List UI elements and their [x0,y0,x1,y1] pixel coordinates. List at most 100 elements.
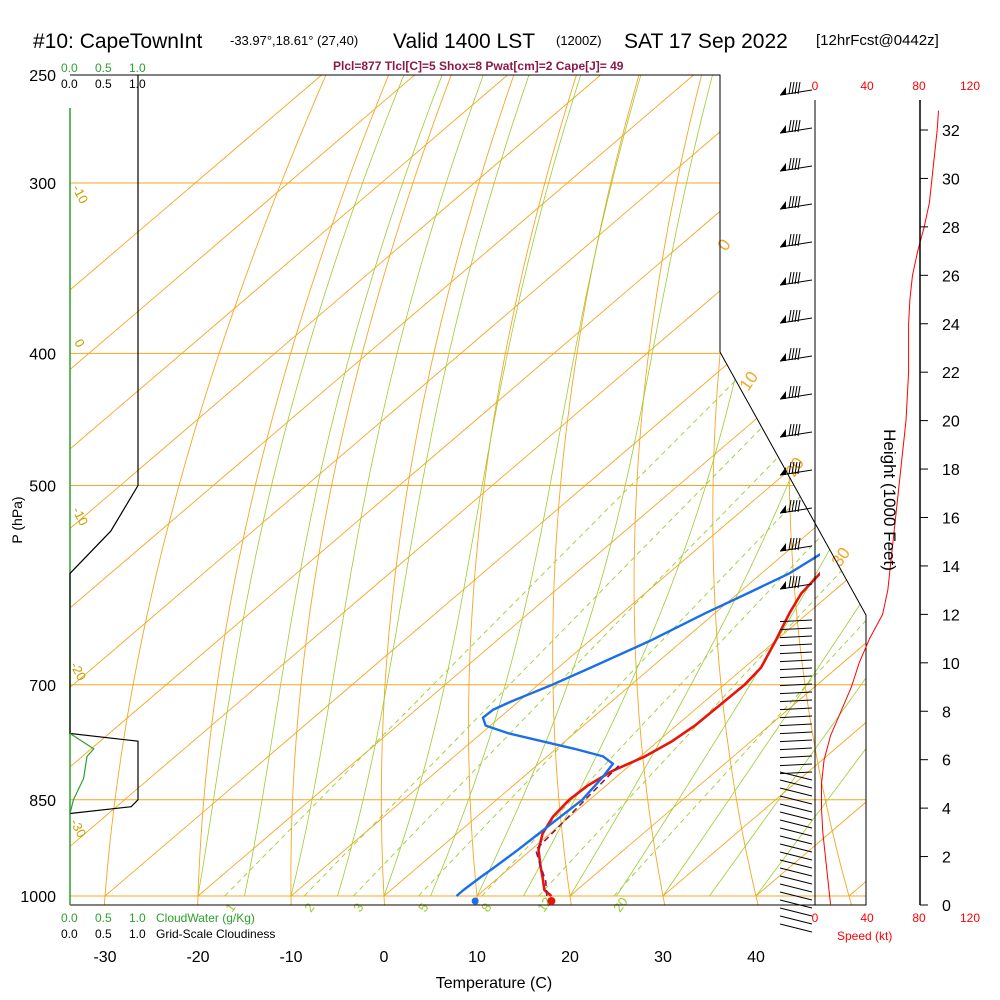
wind-barb-feather [791,461,795,475]
dewpoint-line [455,553,820,897]
wind-barb-feather [794,271,798,285]
pressure-tick-label: 850 [29,793,56,810]
speed-top-0: 0 [812,79,819,93]
wind-barb-feather [788,309,792,323]
cloud-water-scale-1: 0.5 [95,61,112,75]
height-tick-label: 16 [942,511,960,528]
bottom-cloudiness-scale-1: 0.5 [95,927,112,941]
wind-barb-feather [794,423,798,437]
dry-adiabat-line [290,75,461,905]
moist-adiabat-line [662,75,866,897]
speed-top-120: 120 [960,79,980,93]
height-tick-label: 26 [942,268,960,285]
height-tick-label: 22 [942,365,960,382]
wind-speed-profile [821,110,939,906]
wind-barb-shaft [779,827,813,837]
wind-barb-shaft [779,883,813,893]
temperature-tick-label: -20 [186,949,209,966]
wind-barb-flag [780,87,786,95]
wind-barb-flag [780,467,786,475]
grid-label: 2 [301,900,317,915]
wind-barb-shaft [779,851,813,861]
wind-barb-feather [797,385,801,399]
isotherm-line [848,75,866,897]
pressure-tick-label: 700 [29,678,56,695]
wind-barb-feather [788,347,792,361]
wind-barb-shaft [779,803,813,813]
grid-label: -10 [69,182,91,206]
isotherm-line [70,75,415,897]
dry-adiabat-line [712,75,771,905]
pressure-tick-label: 400 [29,346,56,363]
cloudiness-scale-2: 1.0 [129,77,146,91]
wind-barb-feather [788,157,792,171]
height-tick-label: 0 [942,898,951,915]
height-tick-label: 32 [942,123,960,140]
temperature-tick-label: 20 [561,949,579,966]
station-title: #10: CapeTownInt [33,30,202,53]
forecast-date: SAT 17 Sep 2022 [624,30,788,53]
dry-adiabat-line [862,75,866,905]
temperature-tick-label: 0 [380,949,389,966]
wind-barb-flag [780,315,786,323]
bottom-cloud-water-scale-0: 0.0 [61,911,78,925]
wind-barbs [779,81,813,933]
wind-barb-shaft [779,875,813,885]
speed-scale-top: 0 40 80 120 [812,79,981,93]
height-tick-label: 18 [942,462,960,479]
wind-barb-shaft [779,627,813,631]
wind-barb-flag [780,543,786,551]
wind-barb-flag [780,163,786,171]
surface-temperature-dot [547,897,556,905]
wind-barb-feather [791,81,795,95]
wind-barb-feather [788,575,792,589]
wind-barb-shaft [779,731,813,735]
grid-label: 8 [478,900,494,915]
grid-label: 20 [782,454,808,480]
wind-barb-feather [788,81,792,95]
wind-barb-shaft [779,859,813,869]
pressure-ticks: 250 300 400 500 700 850 1000 [20,68,56,906]
mixing-ratio-line [418,352,866,897]
wind-barb-feather [794,119,798,133]
wind-barb-shaft [779,683,813,687]
parcel-line [534,763,622,897]
moist-adiabat-line [337,75,530,897]
wind-barb-shaft [779,675,813,679]
wind-barb-feather [791,157,795,171]
grid-label: 3 [350,900,366,915]
bottom-cloud-water-scale-2: 1.0 [129,911,146,925]
wind-barb-feather [794,195,798,209]
isotherm-line [70,75,322,897]
wind-barb-flag [780,277,786,285]
wind-barb-flag [780,125,786,133]
height-tick-label: 20 [942,414,960,431]
speed-axis-label: Speed (kt) [837,929,892,943]
wind-barb-feather [791,499,795,513]
isotherm-line [70,75,508,897]
temperature-axis-label: Temperature (C) [436,975,552,992]
cloud-profiles [69,75,139,815]
wind-barb-shaft [779,747,813,751]
wind-barb-flag [780,239,786,247]
pressure-tick-label: 500 [29,479,56,496]
wind-barb-shaft [779,755,813,759]
height-tick-label: 30 [942,171,960,188]
grid-label: 30 [828,544,854,570]
mixing-ratio-line [613,352,866,897]
height-tick-label: 24 [942,317,960,334]
wind-barb-shaft [779,635,813,639]
temperature-tick-label: -30 [93,949,116,966]
wind-barb-feather [791,119,795,133]
bottom-left-scale: 0.0 0.5 1.0 CloudWater (g/Kg) 0.0 0.5 1.… [61,911,275,941]
wind-barb-feather [794,81,798,95]
wind-barb-feather [794,233,798,247]
cloud-water-line [69,732,95,814]
wind-barb-shaft [779,819,813,829]
grid-label: 0 [71,336,88,349]
wind-barb-shaft [779,715,813,719]
dry-adiabat-line [196,75,399,905]
wind-barb-shaft [779,723,813,727]
